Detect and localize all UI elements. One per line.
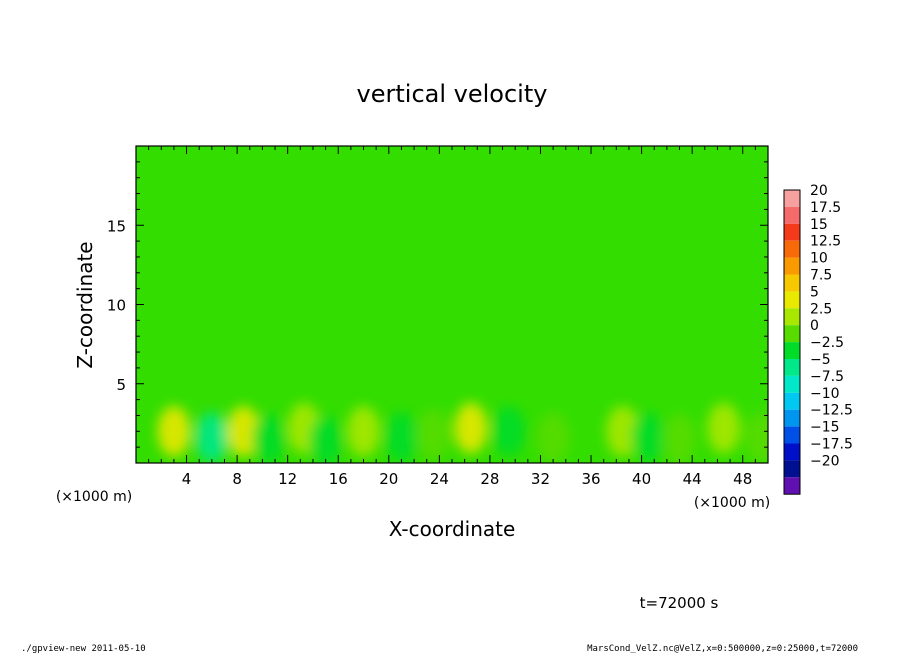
colorbar-label: −10 — [810, 386, 840, 402]
x-axis: 4 8 12 16 20 24 28 32 36 40 44 48 — [148, 146, 756, 488]
velocity-cell — [252, 413, 286, 463]
colorbar-swatch — [784, 375, 800, 393]
velocity-cell — [227, 405, 260, 457]
x-tick-label: 4 — [182, 470, 192, 488]
x-unit-right: (×1000 m) — [694, 495, 770, 511]
colorbar-swatch — [784, 308, 800, 326]
x-unit-left: (×1000 m) — [56, 489, 132, 505]
colorbar-label: −5 — [810, 352, 831, 368]
colorbar-label: 7.5 — [810, 268, 832, 284]
colorbar-swatch — [784, 409, 800, 427]
velocity-cell — [309, 415, 343, 463]
colorbar-swatch — [784, 477, 800, 495]
colorbar-label: 0 — [810, 318, 819, 334]
colorbar: 2017.51512.5107.552.50−2.5−5−7.5−10−12.5… — [783, 183, 853, 495]
colorbar-swatch — [784, 257, 800, 275]
x-axis-label: X-coordinate — [389, 517, 516, 541]
colorbar-swatch — [784, 206, 800, 224]
footer-left: ./gpview-new 2011-05-10 — [21, 644, 146, 654]
x-tick-label: 36 — [581, 470, 600, 488]
x-tick-label: 44 — [683, 470, 702, 488]
colorbar-label: 5 — [810, 284, 819, 300]
velocity-cells — [157, 402, 768, 463]
colorbar-swatch — [784, 342, 800, 359]
colorbar-frame — [783, 189, 801, 495]
colorbar-swatch — [784, 426, 800, 444]
y-tick-label: 5 — [116, 376, 126, 394]
velocity-cell — [745, 412, 768, 463]
time-label: t=72000 s — [640, 594, 719, 612]
velocity-cell — [663, 413, 696, 463]
colorbar-swatch — [784, 291, 800, 309]
velocity-cell — [385, 412, 418, 463]
colorbar-label: 15 — [810, 217, 828, 233]
velocity-cell — [454, 402, 488, 454]
colorbar-label: −2.5 — [810, 335, 844, 351]
x-tick-label: 12 — [278, 470, 297, 488]
x-tick-label: 16 — [329, 470, 348, 488]
colorbar-label: −7.5 — [810, 369, 844, 385]
x-tick-label: 8 — [232, 470, 242, 488]
colorbar-label: −12.5 — [810, 403, 853, 419]
colorbar-label: 12.5 — [810, 234, 841, 250]
velocity-cell — [606, 405, 640, 457]
colorbar-swatch — [784, 359, 800, 376]
velocity-cell — [195, 412, 229, 463]
velocity-cell — [347, 405, 380, 457]
colorbar-swatch — [784, 240, 800, 258]
footer-right: MarsCond_VelZ.nc@VelZ,x=0:500000,z=0:250… — [587, 644, 858, 654]
velocity-cell — [631, 412, 665, 463]
x-tick-label: 48 — [733, 470, 752, 488]
y-axis: 5 10 15 — [107, 161, 768, 448]
colorbar-swatch — [784, 460, 800, 478]
x-tick-label: 40 — [632, 470, 651, 488]
colorbar-swatch — [784, 223, 800, 241]
colorbar-swatch — [784, 325, 800, 343]
colorbar-label: −20 — [810, 453, 840, 469]
colorbar-label: 20 — [810, 183, 828, 199]
colorbar-label: 17.5 — [810, 200, 841, 216]
colorbar-label: −15 — [810, 420, 840, 436]
velocity-cell — [707, 402, 741, 454]
colorbar-label: −17.5 — [810, 437, 853, 453]
colorbar-swatch — [784, 443, 800, 461]
y-tick-label: 10 — [107, 297, 126, 315]
colorbar-swatch — [784, 392, 800, 410]
colorbar-swatch — [784, 274, 800, 292]
velocity-cell — [416, 409, 450, 460]
colorbar-label: 2.5 — [810, 301, 832, 317]
velocity-cell — [157, 405, 191, 457]
velocity-cell — [536, 412, 570, 463]
y-tick-label: 15 — [107, 217, 126, 235]
x-tick-label: 24 — [430, 470, 449, 488]
colorbar-swatch — [784, 190, 800, 207]
x-tick-label: 32 — [531, 470, 550, 488]
colorbar-label: 10 — [810, 251, 828, 267]
x-tick-label: 28 — [480, 470, 499, 488]
velocity-cell — [492, 405, 526, 457]
x-tick-label: 20 — [379, 470, 398, 488]
y-axis-label: Z-coordinate — [73, 241, 97, 368]
chart-title: vertical velocity — [357, 80, 548, 108]
